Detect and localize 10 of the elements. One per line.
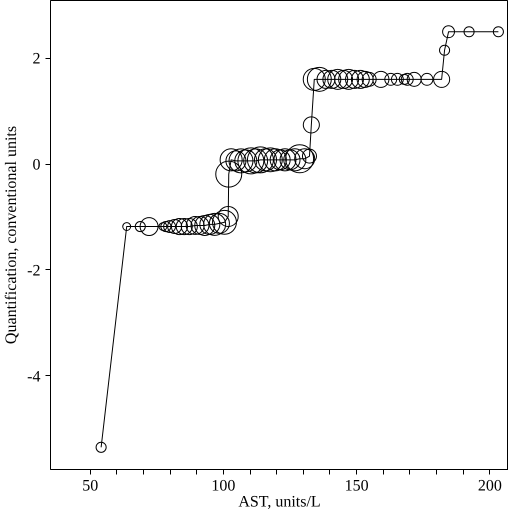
y-tick-label: 2 <box>32 50 40 68</box>
y-tick-label: -4 <box>27 368 40 386</box>
x-tick-label: 200 <box>478 478 502 494</box>
x-axis-title: AST, units/L <box>238 494 321 510</box>
y-axis-title: Quantification, conventional units <box>3 126 20 344</box>
x-tick-label: 150 <box>344 478 369 494</box>
y-tick-label: 0 <box>32 156 40 174</box>
x-tick-label: 50 <box>82 478 98 494</box>
x-tick-label: 100 <box>211 478 236 494</box>
y-tick-label: -2 <box>27 262 40 280</box>
